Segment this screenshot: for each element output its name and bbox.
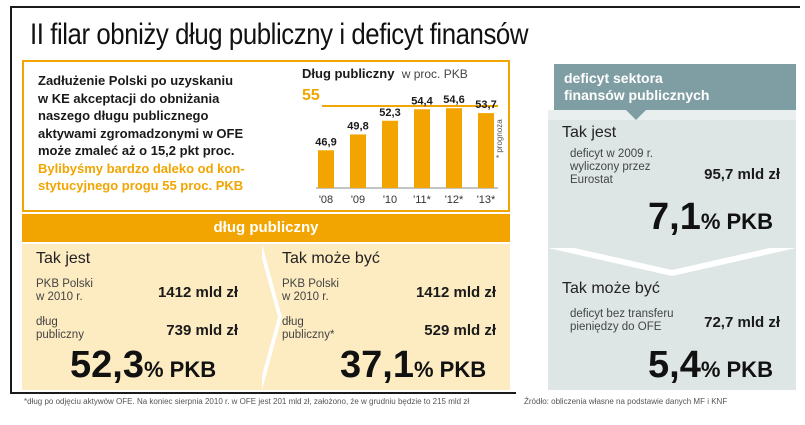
label-line: w 2010 r. <box>282 291 329 303</box>
deficit-could-be-value: 72,7 mld zł <box>704 314 780 331</box>
deficit-header: deficyt sektora finansów publicznych <box>548 64 796 110</box>
deficit-could-be-title: Tak może być <box>562 280 660 297</box>
deficit-actual-pct: 7,1% PKB <box>648 196 773 239</box>
label-line: dług <box>36 316 58 328</box>
deficit-could-be-pct: 5,4% PKB <box>648 344 773 387</box>
debt-actual-debt-label: dług publiczny <box>36 316 84 342</box>
debt-could-be-gdp-label: PKB Polski w 2010 r. <box>282 278 339 304</box>
x-tick-label: '08 <box>319 194 333 206</box>
deficit-actual-value: 95,7 mld zł <box>704 166 780 183</box>
frame-bottom-rule <box>10 392 516 394</box>
pct-unit: % PKB <box>700 209 773 234</box>
debt-could-be-debt-label: dług publiczny* <box>282 316 334 342</box>
pct-unit: % PKB <box>413 357 487 382</box>
chart-bar <box>414 109 430 188</box>
label-line: pieniędzy do OFE <box>570 321 662 333</box>
debt-actual-debt-value: 739 mld zł <box>166 322 238 339</box>
header-pointer <box>626 110 646 120</box>
pct-number: 37,1 <box>340 344 414 386</box>
chart-unit: w proc. PKB <box>401 67 468 81</box>
debt-banner: dług publiczny <box>22 214 510 242</box>
deficit-could-be-section <box>548 270 796 390</box>
deficit-actual-label: deficyt w 2009 r. wyliczony przez Eurost… <box>570 148 653 187</box>
intro-text: Zadłużenie Polski po uzyskaniu w KE akce… <box>38 72 288 195</box>
intro-line: aktywami zgromadzonymi w OFE <box>38 125 244 141</box>
chart-bar <box>478 113 494 188</box>
chart-bar <box>350 134 366 188</box>
pct-number: 5,4 <box>648 344 701 386</box>
label-line: PKB Polski <box>36 278 93 290</box>
x-tick-label: '11* <box>413 194 432 206</box>
frame-left-rule <box>10 6 12 394</box>
headline: II filar obniży dług publiczny i deficyt… <box>30 18 529 51</box>
label-line: PKB Polski <box>282 278 339 290</box>
footnote: *dług po odjęciu aktywów OFE. Na koniec … <box>24 397 470 406</box>
debt-actual-gdp-value: 1412 mld zł <box>157 284 238 301</box>
intro-line: w KE akceptacji do obniżania <box>38 90 220 106</box>
debt-could-be-gdp-value: 1412 mld zł <box>415 284 496 301</box>
chart-bar <box>446 108 462 188</box>
x-tick-label: '12* <box>445 194 464 206</box>
label-line: dług <box>282 316 304 328</box>
label-line: deficyt w 2009 r. <box>570 148 654 160</box>
pct-number: 52,3 <box>70 344 144 386</box>
reference-label: 55 <box>302 87 320 104</box>
chart-plot: 46,9 '08 49,8 '09 52,3 '10 54,4 '11* 54,6 '12* 53,… <box>315 94 504 206</box>
debt-chart: Dług publiczny w proc. PKB 55 46,9 '08 49,… <box>302 66 508 210</box>
debt-could-be-column: Tak może być PKB Polski w 2010 r. 1412 m… <box>268 244 510 390</box>
intro-box: Zadłużenie Polski po uzyskaniu w KE akce… <box>22 60 510 212</box>
deficit-could-be-label: deficyt bez transferu pieniędzy do OFE <box>570 308 674 334</box>
bar-value-label: 54,6 <box>443 94 464 106</box>
deficit-actual-title: Tak jest <box>562 124 617 141</box>
header-line: finansów publicznych <box>564 87 710 103</box>
debt-actual-pct: 52,3% PKB <box>70 344 216 387</box>
debt-could-be-title: Tak może być <box>282 250 380 267</box>
debt-could-be-debt-value: 529 mld zł <box>424 322 496 339</box>
column-divider-arrow <box>258 244 278 390</box>
pct-number: 7,1 <box>648 196 701 238</box>
header-line: deficyt sektora <box>564 70 663 86</box>
debt-actual-gdp-label: PKB Polski w 2010 r. <box>36 278 93 304</box>
pct-unit: % PKB <box>143 357 217 382</box>
debt-actual-column: Tak jest PKB Polski w 2010 r. 1412 mld z… <box>22 244 262 390</box>
debt-could-be-pct: 37,1% PKB <box>340 344 486 387</box>
label-line: publiczny <box>36 329 84 341</box>
bar-value-label: 46,9 <box>315 136 336 148</box>
chart-title-text: Dług publiczny <box>302 66 395 81</box>
intro-line: Zadłużenie Polski po uzyskaniu <box>38 73 234 88</box>
deficit-header-text: deficyt sektora finansów publicznych <box>564 70 709 104</box>
chart-bar <box>382 120 398 188</box>
label-line: w 2010 r. <box>36 291 83 303</box>
intro-line: może zmaleć aż o 15,2 pkt proc. <box>38 143 235 158</box>
pct-unit: % PKB <box>700 357 773 382</box>
bar-value-label: 52,3 <box>379 107 400 119</box>
bar-value-label: 54,4 <box>411 95 433 107</box>
x-tick-label: '13* <box>477 194 496 206</box>
debt-panel: Tak jest PKB Polski w 2010 r. 1412 mld z… <box>22 244 510 390</box>
debt-actual-title: Tak jest <box>36 250 91 267</box>
forecast-note: * prognoza <box>495 119 504 158</box>
bar-value-label: 53,7 <box>475 99 496 111</box>
label-line: Eurostat <box>570 174 613 186</box>
intro-line: naszego długu publicznego <box>38 108 209 123</box>
source-note: Źródło: obliczenia własne na podstawie d… <box>524 397 728 406</box>
label-line: deficyt bez transferu <box>570 308 674 320</box>
bar-value-label: 49,8 <box>347 120 368 132</box>
chart-bar <box>318 150 334 188</box>
section-divider-chevron <box>548 242 796 270</box>
label-line: publiczny* <box>282 329 335 341</box>
chart-title: Dług publiczny w proc. PKB <box>302 66 468 81</box>
frame-top-rule <box>10 6 800 8</box>
deficit-panel: deficyt sektora finansów publicznych Tak… <box>548 64 796 390</box>
intro-highlight-line: Bylibyśmy bardzo daleko od kon- <box>38 160 245 176</box>
x-tick-label: '10 <box>383 194 397 206</box>
label-line: wyliczony przez <box>570 161 651 173</box>
intro-highlight-line: stytucyjnego progu 55 proc. PKB <box>38 178 244 193</box>
x-tick-label: '09 <box>351 194 365 206</box>
